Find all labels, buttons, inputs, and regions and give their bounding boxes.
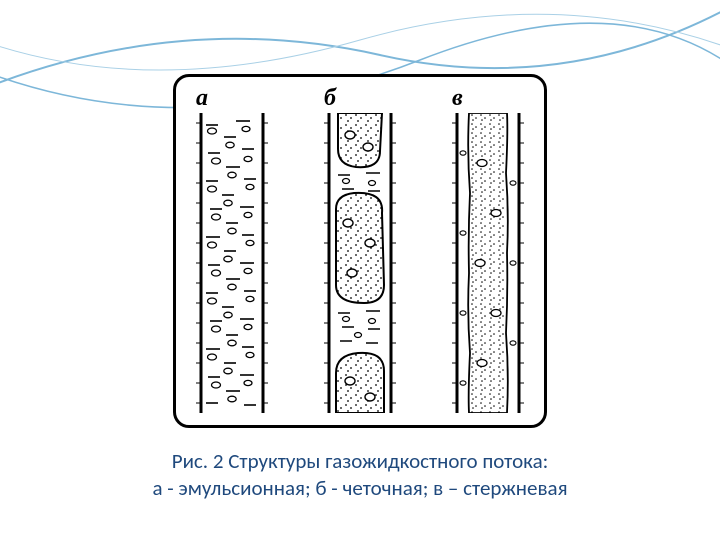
tube-a-emulsion xyxy=(196,113,268,413)
panel-a-label: а xyxy=(196,85,226,112)
figure-frame: а xyxy=(173,74,547,428)
figure-caption: Рис. 2 Структуры газожидкостного потока:… xyxy=(0,448,720,502)
tube-v-annular xyxy=(452,113,524,413)
tube-b-slug xyxy=(324,113,396,413)
figure-panels: а xyxy=(176,85,544,433)
panel-b-label: б xyxy=(324,85,354,112)
panel-v-label: в xyxy=(452,85,482,112)
caption-line-1: Рис. 2 Структуры газожидкостного потока: xyxy=(0,448,720,475)
caption-line-2: а - эмульсионная; б - четочная; в – стер… xyxy=(0,475,720,502)
